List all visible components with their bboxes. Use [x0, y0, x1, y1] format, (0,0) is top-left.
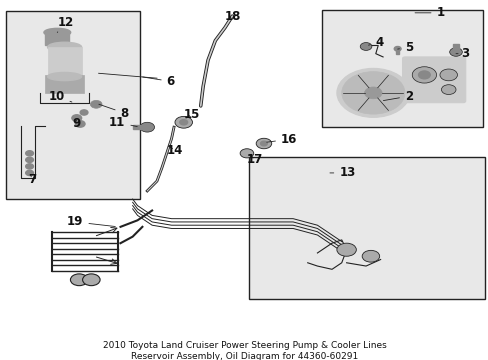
Circle shape: [180, 120, 187, 125]
Circle shape: [90, 100, 102, 108]
Circle shape: [439, 69, 457, 81]
Circle shape: [441, 85, 455, 95]
Ellipse shape: [47, 42, 81, 52]
Text: 2010 Toyota Land Cruiser Power Steering Pump & Cooler Lines
Reservoir Assembly, : 2010 Toyota Land Cruiser Power Steering …: [102, 341, 386, 360]
Circle shape: [26, 164, 33, 169]
Circle shape: [256, 138, 271, 149]
Text: 12: 12: [57, 16, 73, 32]
Bar: [322, 10, 482, 127]
Text: 9: 9: [72, 117, 80, 130]
Text: 5: 5: [397, 41, 412, 54]
Text: 17: 17: [246, 153, 263, 166]
Text: 13: 13: [329, 166, 355, 179]
Text: 15: 15: [183, 108, 200, 121]
Circle shape: [260, 141, 267, 146]
Bar: [395, 49, 398, 54]
Circle shape: [26, 170, 33, 176]
Circle shape: [80, 110, 88, 115]
Text: 18: 18: [224, 10, 241, 23]
FancyBboxPatch shape: [402, 57, 465, 103]
Text: 3: 3: [455, 47, 468, 60]
Bar: [45, 75, 84, 93]
Ellipse shape: [44, 28, 71, 36]
Ellipse shape: [47, 72, 81, 81]
Circle shape: [393, 46, 400, 51]
Text: 16: 16: [266, 133, 297, 146]
Bar: [452, 44, 458, 52]
Circle shape: [240, 149, 253, 158]
Bar: [6, 11, 140, 199]
Text: 19: 19: [67, 215, 115, 229]
Text: 1: 1: [414, 6, 444, 19]
Circle shape: [26, 157, 33, 162]
Text: 2: 2: [383, 90, 412, 103]
Circle shape: [82, 274, 100, 285]
Circle shape: [175, 116, 192, 128]
Text: 14: 14: [166, 144, 183, 157]
Circle shape: [418, 71, 429, 79]
Bar: [47, 47, 81, 77]
Text: 8: 8: [99, 104, 128, 120]
Bar: [132, 125, 147, 129]
Circle shape: [336, 243, 356, 256]
Circle shape: [140, 122, 154, 132]
Text: 4: 4: [368, 36, 383, 49]
Circle shape: [26, 151, 33, 156]
Circle shape: [336, 68, 409, 117]
Circle shape: [75, 121, 85, 127]
Bar: [249, 157, 484, 299]
Circle shape: [70, 274, 88, 285]
Circle shape: [364, 87, 381, 99]
Circle shape: [341, 72, 404, 114]
Text: 6: 6: [142, 75, 175, 88]
Text: 7: 7: [28, 173, 36, 186]
Text: 11: 11: [109, 116, 137, 129]
Bar: [45, 32, 69, 45]
Circle shape: [360, 42, 371, 50]
Text: 10: 10: [48, 90, 72, 103]
Circle shape: [411, 67, 436, 83]
Circle shape: [72, 115, 81, 121]
Circle shape: [449, 48, 461, 56]
Circle shape: [362, 250, 379, 262]
